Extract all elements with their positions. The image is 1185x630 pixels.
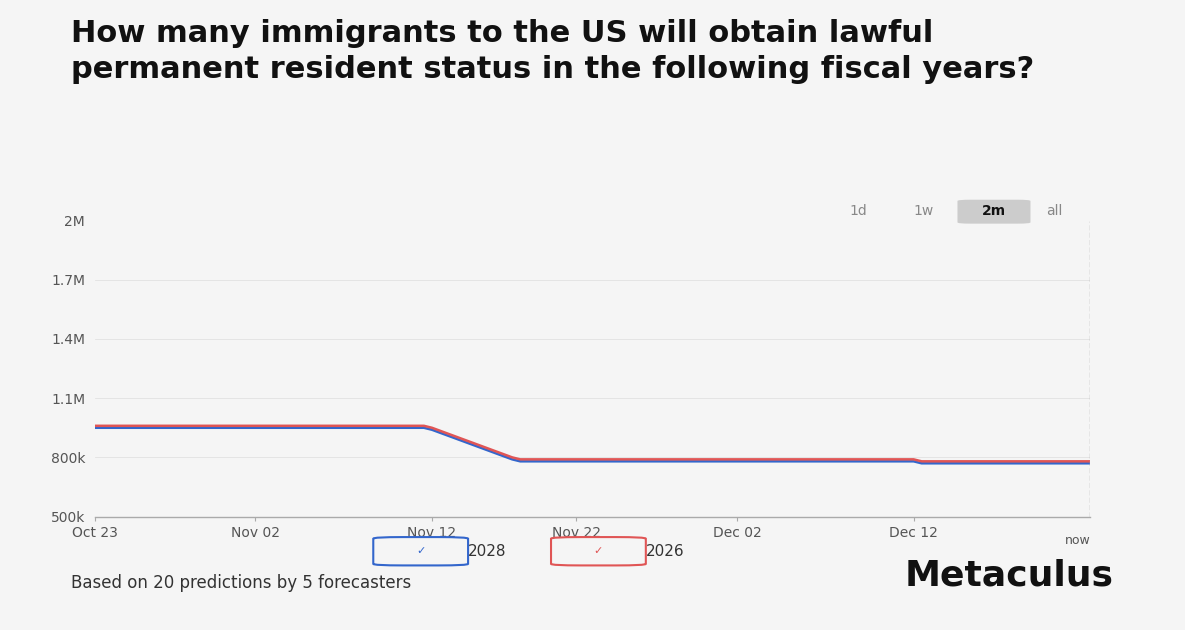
Text: 2028: 2028 [468,544,506,559]
Text: all: all [1045,204,1062,218]
Text: Based on 20 predictions by 5 forecasters: Based on 20 predictions by 5 forecasters [71,574,411,592]
Text: ✓: ✓ [594,546,603,556]
FancyBboxPatch shape [957,200,1031,224]
Text: 1d: 1d [850,204,867,218]
Text: ✓: ✓ [416,546,425,556]
Text: Metaculus: Metaculus [905,558,1114,592]
Text: 1w: 1w [914,204,934,218]
Text: 2m: 2m [982,204,1006,218]
Text: How many immigrants to the US will obtain lawful
permanent resident status in th: How many immigrants to the US will obtai… [71,19,1035,84]
Text: 2026: 2026 [646,544,685,559]
Text: now: now [1064,534,1090,547]
